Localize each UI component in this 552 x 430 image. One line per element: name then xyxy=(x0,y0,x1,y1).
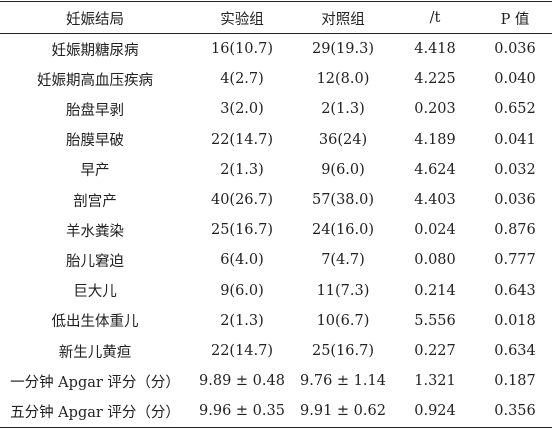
cell-outcome: 羊水粪染 xyxy=(66,223,124,240)
cell-experimental: 40(26.7) xyxy=(210,192,274,209)
cell-outcome: 巨大儿 xyxy=(73,284,117,301)
cell-statistic: 5.556 xyxy=(414,312,456,329)
cell-statistic: 0.924 xyxy=(414,403,456,420)
cell-p-value: 0.777 xyxy=(494,252,536,269)
cell-outcome: 新生儿黄疸 xyxy=(58,344,132,361)
cell-p-value: 0.040 xyxy=(494,71,536,88)
cell-control: 7(4.7) xyxy=(321,252,365,269)
cell-control: 2(1.3) xyxy=(321,101,365,118)
cell-experimental: 9.96 ± 0.35 xyxy=(199,403,285,420)
cell-control: 12(8.0) xyxy=(316,71,370,88)
cell-control: 9.76 ± 1.14 xyxy=(300,373,386,390)
header-control: 对照组 xyxy=(321,11,365,28)
cell-experimental: 22(14.7) xyxy=(210,131,274,148)
cell-statistic: 0.024 xyxy=(414,222,456,239)
header-statistic: /t xyxy=(429,10,441,26)
table-row: 胎儿窘迫 6(4.0) 7(4.7) 0.080 0.777 xyxy=(0,245,552,275)
table-header-rule xyxy=(0,33,552,34)
cell-control: 57(38.0) xyxy=(311,192,375,209)
cell-control: 10(6.7) xyxy=(316,312,370,329)
table-header-row: 妊娠结局 实验组 对照组 /t P 值 xyxy=(0,4,552,32)
cell-statistic: 4.403 xyxy=(414,192,456,209)
cell-outcome: 剖宫产 xyxy=(73,193,117,210)
cell-p-value: 0.634 xyxy=(494,343,536,360)
table-row: 妊娠期高血压疾病 4(2.7) 12(8.0) 4.225 0.040 xyxy=(0,64,552,94)
cell-outcome: 一分钟 Apgar 评分（分） xyxy=(10,374,180,391)
table-top-rule xyxy=(0,1,552,2)
cell-p-value: 0.036 xyxy=(494,192,536,209)
header-p-value: P 值 xyxy=(500,11,530,28)
cell-statistic: 1.321 xyxy=(414,373,456,390)
cell-p-value: 0.041 xyxy=(494,131,536,148)
cell-control: 9.91 ± 0.62 xyxy=(300,403,386,420)
cell-outcome: 低出生体重儿 xyxy=(51,314,139,331)
cell-experimental: 4(2.7) xyxy=(220,71,264,88)
cell-experimental: 16(10.7) xyxy=(210,41,274,58)
cell-statistic: 0.203 xyxy=(414,101,456,118)
cell-experimental: 6(4.0) xyxy=(220,252,264,269)
cell-p-value: 0.018 xyxy=(494,312,536,329)
table-row: 胎盘早剥 3(2.0) 2(1.3) 0.203 0.652 xyxy=(0,94,552,124)
cell-experimental: 25(16.7) xyxy=(210,222,274,239)
table-row: 新生儿黄疸 22(14.7) 25(16.7) 0.227 0.634 xyxy=(0,336,552,366)
cell-p-value: 0.876 xyxy=(494,222,536,239)
table-row: 羊水粪染 25(16.7) 24(16.0) 0.024 0.876 xyxy=(0,215,552,245)
cell-outcome: 胎儿窘迫 xyxy=(66,253,124,270)
cell-control: 36(24) xyxy=(318,131,368,148)
header-outcome: 妊娠结局 xyxy=(66,11,124,28)
cell-p-value: 0.187 xyxy=(494,373,536,390)
table-bottom-rule xyxy=(0,427,552,428)
cell-p-value: 0.643 xyxy=(494,282,536,299)
table-row: 妊娠期糖尿病 16(10.7) 29(19.3) 4.418 0.036 xyxy=(0,34,552,64)
cell-control: 9(6.0) xyxy=(321,161,365,178)
cell-p-value: 0.652 xyxy=(494,101,536,118)
cell-experimental: 22(14.7) xyxy=(210,343,274,360)
cell-experimental: 9.89 ± 0.48 xyxy=(199,373,285,390)
cell-outcome: 妊娠期糖尿病 xyxy=(51,42,139,59)
cell-outcome: 胎盘早剥 xyxy=(66,102,124,119)
cell-statistic: 4.189 xyxy=(414,131,456,148)
cell-statistic: 0.214 xyxy=(414,282,456,299)
cell-outcome: 胎膜早破 xyxy=(66,133,124,150)
table-row: 胎膜早破 22(14.7) 36(24) 4.189 0.041 xyxy=(0,125,552,155)
cell-outcome: 五分钟 Apgar 评分（分） xyxy=(10,404,180,421)
cell-control: 29(19.3) xyxy=(311,41,375,58)
table-row: 五分钟 Apgar 评分（分） 9.96 ± 0.35 9.91 ± 0.62 0.9… xyxy=(0,396,552,426)
cell-p-value: 0.032 xyxy=(494,161,536,178)
cell-control: 11(7.3) xyxy=(316,282,370,299)
header-experimental: 实验组 xyxy=(220,11,264,28)
cell-statistic: 4.624 xyxy=(414,161,456,178)
cell-experimental: 2(1.3) xyxy=(220,161,264,178)
cell-control: 25(16.7) xyxy=(311,343,375,360)
cell-experimental: 3(2.0) xyxy=(220,101,264,118)
cell-experimental: 9(6.0) xyxy=(220,282,264,299)
table-row: 一分钟 Apgar 评分（分） 9.89 ± 0.48 9.76 ± 1.14 1.3… xyxy=(0,366,552,396)
cell-outcome: 妊娠期高血压疾病 xyxy=(37,72,153,89)
cell-statistic: 0.080 xyxy=(414,252,456,269)
cell-p-value: 0.356 xyxy=(494,403,536,420)
table-row: 巨大儿 9(6.0) 11(7.3) 0.214 0.643 xyxy=(0,276,552,306)
table-row: 低出生体重儿 2(1.3) 10(6.7) 5.556 0.018 xyxy=(0,306,552,336)
table-row: 剖宫产 40(26.7) 57(38.0) 4.403 0.036 xyxy=(0,185,552,215)
cell-control: 24(16.0) xyxy=(311,222,375,239)
cell-statistic: 4.225 xyxy=(414,71,456,88)
cell-experimental: 2(1.3) xyxy=(220,312,264,329)
cell-outcome: 早产 xyxy=(80,163,110,180)
cell-statistic: 4.418 xyxy=(414,41,456,58)
table-row: 早产 2(1.3) 9(6.0) 4.624 0.032 xyxy=(0,155,552,185)
cell-p-value: 0.036 xyxy=(494,41,536,58)
cell-statistic: 0.227 xyxy=(414,343,456,360)
